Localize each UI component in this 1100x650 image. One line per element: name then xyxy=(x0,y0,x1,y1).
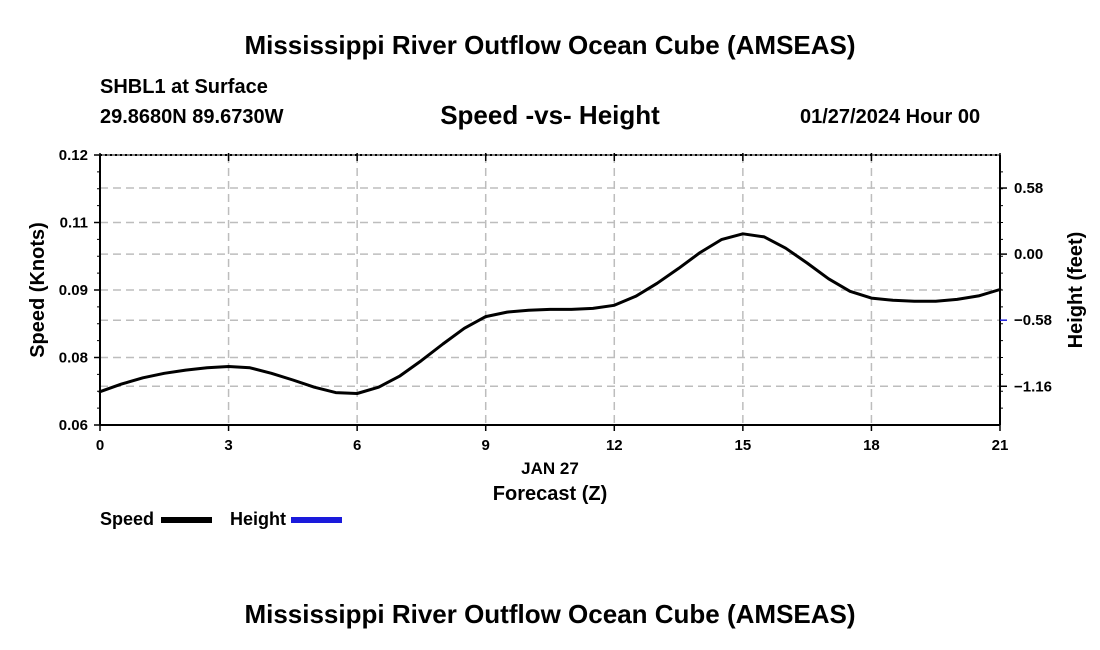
x-tick-label: 21 xyxy=(992,437,1009,454)
y-tick-label: 0.06 xyxy=(59,417,88,434)
x-tick-label: 9 xyxy=(482,437,490,454)
x-axis-date-label: JAN 27 xyxy=(521,459,579,478)
y2-tick-label: −0.58 xyxy=(1014,312,1052,329)
y-tick-label: 0.08 xyxy=(59,350,88,367)
series-layer xyxy=(98,232,1002,395)
footer-title: Mississippi River Outflow Ocean Cube (AM… xyxy=(244,599,856,629)
x-tick-label: 15 xyxy=(735,437,752,454)
legend-height-swatch xyxy=(291,517,342,523)
x-tick-label: 18 xyxy=(863,437,880,454)
y-axis-title: Speed (Knots) xyxy=(27,222,49,358)
x-tick-label: 6 xyxy=(353,437,361,454)
x-axis-title: Forecast (Z) xyxy=(493,483,607,505)
datetime-label: 01/27/2024 Hour 00 xyxy=(800,106,981,128)
x-tick-label: 0 xyxy=(96,437,104,454)
y2-tick-label: 0.58 xyxy=(1014,180,1043,197)
x-tick-label: 3 xyxy=(224,437,232,454)
y-tick-label: 0.09 xyxy=(59,282,88,299)
legend-height-label: Height xyxy=(230,509,286,529)
axis-labels: JAN 27 Forecast (Z) Speed (Knots) Height… xyxy=(27,147,1087,505)
coordinates-label: 29.8680N 89.6730W xyxy=(100,106,284,128)
y-tick-label: 0.11 xyxy=(60,215,88,232)
legend-speed-swatch xyxy=(161,517,212,523)
legend-speed-label: Speed xyxy=(100,509,155,529)
grid-lines xyxy=(100,155,1000,425)
main-title: Mississippi River Outflow Ocean Cube (AM… xyxy=(244,30,856,60)
chart-title: Speed -vs- Height xyxy=(440,100,660,130)
station-label: SHBL1 at Surface xyxy=(100,76,268,98)
axis-ticks xyxy=(94,153,1007,431)
y2-tick-label: 0.00 xyxy=(1014,246,1043,263)
y2-tick-label: −1.16 xyxy=(1014,378,1052,395)
y-tick-label: 0.12 xyxy=(59,147,88,164)
speed-series-line xyxy=(98,232,1002,395)
x-tick-label: 12 xyxy=(606,437,623,454)
y2-axis-title: Height (feet) xyxy=(1065,232,1087,349)
